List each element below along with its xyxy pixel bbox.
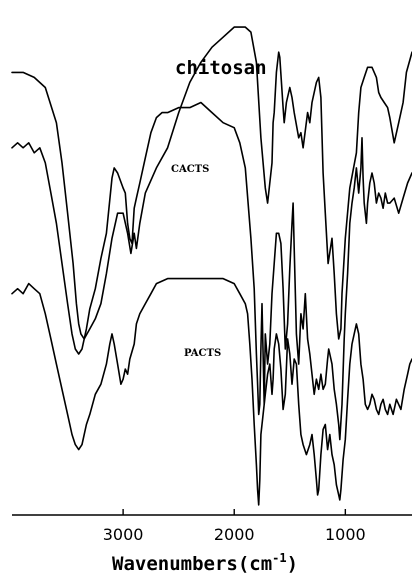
series-layer (11, 26, 412, 506)
x-axis-label-text: Wavenumbers(cm (112, 553, 272, 575)
spectrum-line-chitosan (11, 26, 412, 340)
x-axis-label-close: ) (287, 553, 298, 575)
spectrum-line-pacts (11, 277, 412, 506)
series-label-chitosan: chitosan (175, 57, 267, 79)
x-tick-label-1000: 1000 (325, 525, 366, 544)
x-tick-label-2000: 2000 (214, 525, 255, 544)
x-axis-label-superscript: -1 (272, 551, 286, 565)
x-axis-label: Wavenumbers(cm-1) (112, 551, 298, 575)
label-layer: chitosan CACTS PACTS (171, 57, 267, 359)
series-label-cacts: CACTS (171, 164, 209, 175)
spectrum-line-cacts (11, 101, 412, 441)
x-tick-label-3000: 3000 (103, 525, 144, 544)
series-label-pacts: PACTS (184, 348, 221, 359)
x-axis-ticks: 3000 2000 1000 (103, 509, 366, 544)
